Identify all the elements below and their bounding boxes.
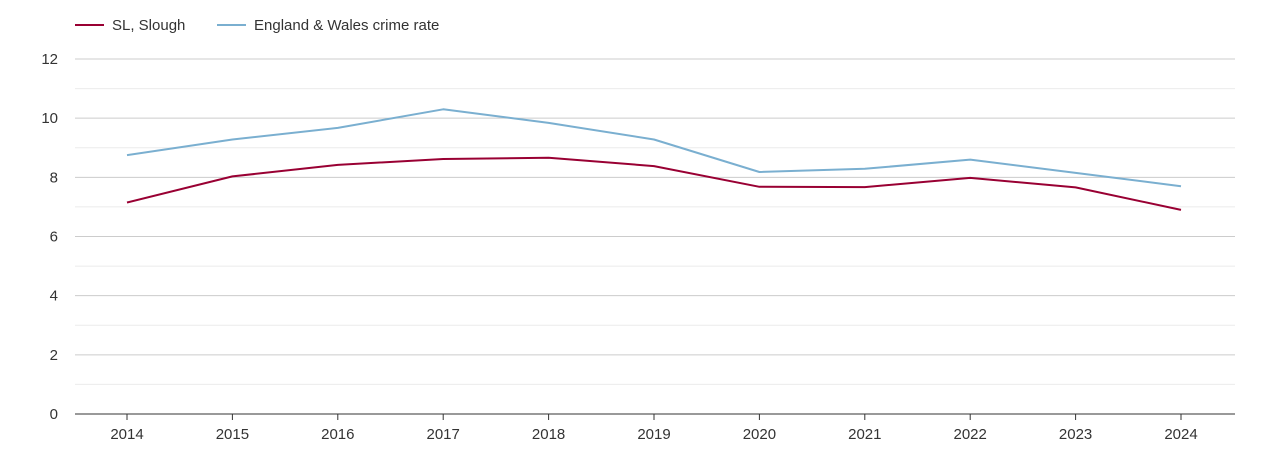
y-tick-label: 8 [50, 169, 58, 186]
data-point-slough[interactable] [440, 156, 446, 162]
x-tick-label: 2023 [1059, 426, 1092, 443]
data-point-england-wales[interactable] [1178, 183, 1184, 189]
legend-item-england-wales[interactable]: England & Wales crime rate [217, 17, 439, 34]
gridlines [75, 58, 1235, 385]
y-tick-label: 0 [50, 406, 58, 423]
data-point-england-wales[interactable] [229, 136, 235, 142]
data-point-england-wales[interactable] [1073, 170, 1079, 176]
y-tick-label: 2 [50, 347, 58, 364]
series-group [124, 106, 1184, 213]
data-point-england-wales[interactable] [335, 125, 341, 131]
data-point-slough[interactable] [651, 163, 657, 169]
data-point-england-wales[interactable] [651, 136, 657, 142]
data-point-england-wales[interactable] [862, 166, 868, 172]
series-line-england-wales[interactable] [126, 108, 1182, 188]
data-point-england-wales[interactable] [124, 152, 130, 158]
data-point-england-wales[interactable] [440, 106, 446, 112]
series-line-slough[interactable] [126, 156, 1182, 211]
x-tick-label: 2024 [1164, 426, 1197, 443]
data-point-slough[interactable] [335, 162, 341, 168]
legend-label-england-wales: England & Wales crime rate [254, 17, 439, 34]
x-axis: 2014 2015 2016 2017 2018 2019 2020 2021 2022 2023… [75, 413, 1235, 443]
data-point-slough[interactable] [1178, 207, 1184, 213]
data-point-england-wales[interactable] [546, 120, 552, 126]
data-point-slough[interactable] [229, 173, 235, 179]
legend-item-slough[interactable]: SL, Slough [75, 17, 185, 34]
x-tick-label: 2020 [743, 426, 776, 443]
y-tick-label: 10 [41, 110, 58, 127]
data-point-slough[interactable] [862, 184, 868, 190]
data-point-slough[interactable] [546, 155, 552, 161]
x-tick-label: 2021 [848, 426, 881, 443]
data-point-slough[interactable] [124, 199, 130, 205]
y-tick-label: 12 [41, 51, 58, 68]
x-tick-label: 2019 [637, 426, 670, 443]
y-tick-label: 4 [50, 288, 58, 305]
y-axis: 0 2 4 6 8 10 12 [41, 51, 58, 423]
x-tick-label: 2015 [216, 426, 249, 443]
data-point-slough[interactable] [967, 175, 973, 181]
data-point-england-wales[interactable] [756, 169, 762, 175]
data-point-england-wales[interactable] [967, 157, 973, 163]
x-tick-label: 2017 [427, 426, 460, 443]
legend: SL, Slough England & Wales crime rate [75, 17, 439, 34]
data-point-slough[interactable] [756, 184, 762, 190]
x-tick-label: 2014 [110, 426, 143, 443]
x-tick-label: 2016 [321, 426, 354, 443]
x-tick-label: 2018 [532, 426, 565, 443]
y-tick-label: 6 [50, 229, 58, 246]
data-point-slough[interactable] [1073, 184, 1079, 190]
legend-label-slough: SL, Slough [112, 17, 185, 34]
x-tick-label: 2022 [954, 426, 987, 443]
